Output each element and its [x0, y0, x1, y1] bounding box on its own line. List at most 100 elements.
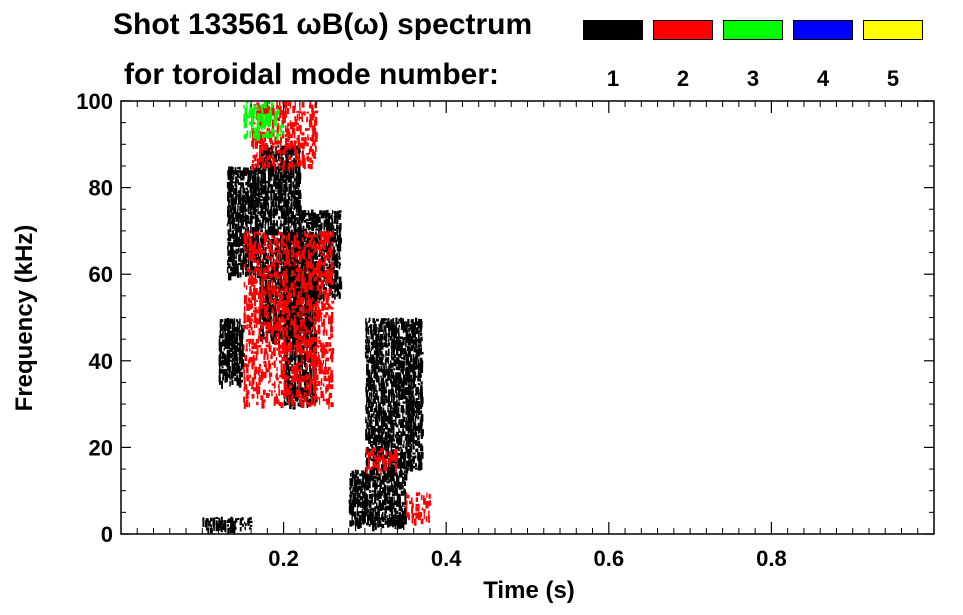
mode-1-region-6-mark	[408, 381, 410, 388]
mode-1-region-7-mark	[205, 523, 207, 527]
mode-1-region-0-mark	[249, 217, 251, 222]
mode-1-region-3-mark	[297, 339, 301, 344]
mode-2-region-1-mark	[286, 235, 288, 243]
mode-1-region-2-mark	[260, 336, 262, 342]
mode-1-region-1-mark	[218, 354, 221, 358]
mode-1-region-4-mark	[336, 294, 338, 297]
mode-2-region-1-mark	[285, 276, 288, 284]
mode-1-region-0-mark	[229, 193, 233, 198]
mode-2-region-0-mark	[301, 132, 305, 136]
mode-1-region-1-mark	[218, 377, 221, 383]
mode-1-region-3-mark	[302, 354, 304, 361]
mode-1-region-6-mark	[390, 338, 394, 342]
mode-1-region-4-mark	[327, 219, 330, 227]
mode-2-region-1-mark	[260, 286, 263, 295]
mode-2-region-0-mark	[309, 122, 313, 128]
mode-2-region-1-mark	[290, 366, 294, 370]
mode-1-region-6-mark	[410, 380, 413, 385]
mode-1-region-6-mark	[400, 327, 404, 331]
mode-1-region-5-mark	[379, 488, 381, 492]
mode-1-region-2-mark	[277, 201, 280, 209]
mode-2-region-1-mark	[278, 255, 281, 262]
mode-1-region-2-mark	[273, 252, 276, 255]
mode-2-region-1-mark	[301, 330, 303, 334]
mode-1-region-3-mark	[306, 339, 308, 346]
mode-2-region-1-mark	[244, 305, 246, 312]
mode-2-region-1-mark	[248, 324, 252, 329]
mode-2-region-1-mark	[285, 300, 289, 304]
mode-1-region-2-mark	[262, 256, 266, 260]
mode-1-region-6-mark	[385, 378, 389, 382]
mode-1-region-6-mark	[380, 389, 384, 394]
mode-1-region-5-mark	[352, 512, 356, 515]
mode-2-region-1-mark	[310, 378, 314, 385]
mode-1-region-2-mark	[259, 273, 261, 281]
mode-2-region-1-mark	[245, 285, 248, 290]
mode-2-region-1-mark	[280, 253, 283, 259]
mode-1-region-4-mark	[329, 227, 331, 234]
mode-1-region-4-mark	[305, 254, 307, 258]
mode-1-region-6-mark	[405, 397, 408, 402]
mode-1-region-1-mark	[230, 318, 234, 324]
mode-2-region-1-mark	[286, 345, 290, 352]
mode-2-region-0-mark	[260, 155, 263, 161]
mode-1-region-6-mark	[407, 377, 411, 383]
mode-1-region-2-mark	[293, 177, 297, 182]
mode-1-region-2-mark	[287, 199, 290, 205]
mode-1-region-6-mark	[375, 448, 377, 454]
mode-1-region-5-mark	[352, 520, 355, 526]
mode-1-region-6-mark	[402, 431, 406, 436]
mode-1-region-6-mark	[392, 374, 395, 380]
mode-2-region-1-mark	[300, 395, 304, 399]
mode-2-region-1-mark	[317, 309, 322, 318]
mode-1-region-5-mark	[378, 505, 380, 511]
mode-1-region-6-mark	[410, 425, 412, 432]
mode-2-region-1-mark	[278, 263, 280, 269]
mode-1-region-4-mark	[323, 251, 325, 258]
mode-1-region-6-mark	[387, 318, 390, 322]
mode-1-region-6-mark	[372, 431, 376, 435]
mode-1-region-6-mark	[407, 434, 410, 439]
mode-1-region-4-mark	[300, 260, 304, 267]
mode-2-region-1-mark	[317, 263, 321, 269]
mode-1-region-6-mark	[395, 336, 398, 341]
mode-1-region-0-mark	[239, 259, 243, 262]
mode-1-region-4-mark	[311, 285, 315, 289]
mode-2-region-1-mark	[271, 300, 275, 304]
mode-1-region-6-mark	[417, 365, 420, 374]
mode-1-region-5-mark	[396, 517, 400, 523]
mode-2-region-1-mark	[281, 342, 284, 347]
mode-1-region-6-mark	[410, 338, 413, 343]
mode-1-region-6-mark	[407, 320, 410, 323]
mode-1-region-3-mark	[314, 359, 318, 365]
mode-2-region-1-mark	[253, 358, 258, 361]
mode-1-region-6-mark	[387, 404, 389, 408]
mode-1-region-6-mark	[390, 351, 393, 358]
mode-1-region-0-mark	[245, 250, 249, 258]
mode-2-region-1-mark	[300, 282, 304, 286]
mode-1-region-6-mark	[419, 404, 422, 410]
mode-2-region-1-mark	[268, 264, 271, 268]
mode-2-region-1-mark	[255, 323, 258, 328]
mode-1-region-4-mark	[325, 225, 329, 231]
mode-1-region-3-mark	[288, 317, 292, 320]
mode-2-region-0-mark	[309, 137, 313, 141]
mode-2-region-1-mark	[285, 268, 287, 276]
mode-1-region-1-mark	[235, 345, 238, 353]
mode-1-region-0-mark	[234, 202, 237, 206]
mode-1-region-6-mark	[410, 448, 412, 452]
mode-2-region-1-mark	[283, 306, 285, 311]
mode-1-region-1-mark	[221, 333, 224, 337]
mode-2-region-1-mark	[279, 279, 281, 283]
mode-1-region-1-mark	[228, 344, 231, 350]
mode-1-region-3-mark	[284, 298, 288, 302]
mode-1-region-6-mark	[371, 365, 374, 369]
mode-2-region-1-mark	[248, 300, 253, 304]
mode-1-region-1-mark	[221, 319, 224, 323]
mode-1-region-6-mark	[397, 341, 399, 348]
mode-2-region-0-mark	[309, 157, 312, 163]
mode-1-region-6-mark	[408, 438, 411, 444]
mode-1-region-2-mark	[278, 205, 282, 209]
mode-2-region-1-mark	[290, 282, 293, 290]
mode-2-region-1-mark	[307, 280, 310, 286]
